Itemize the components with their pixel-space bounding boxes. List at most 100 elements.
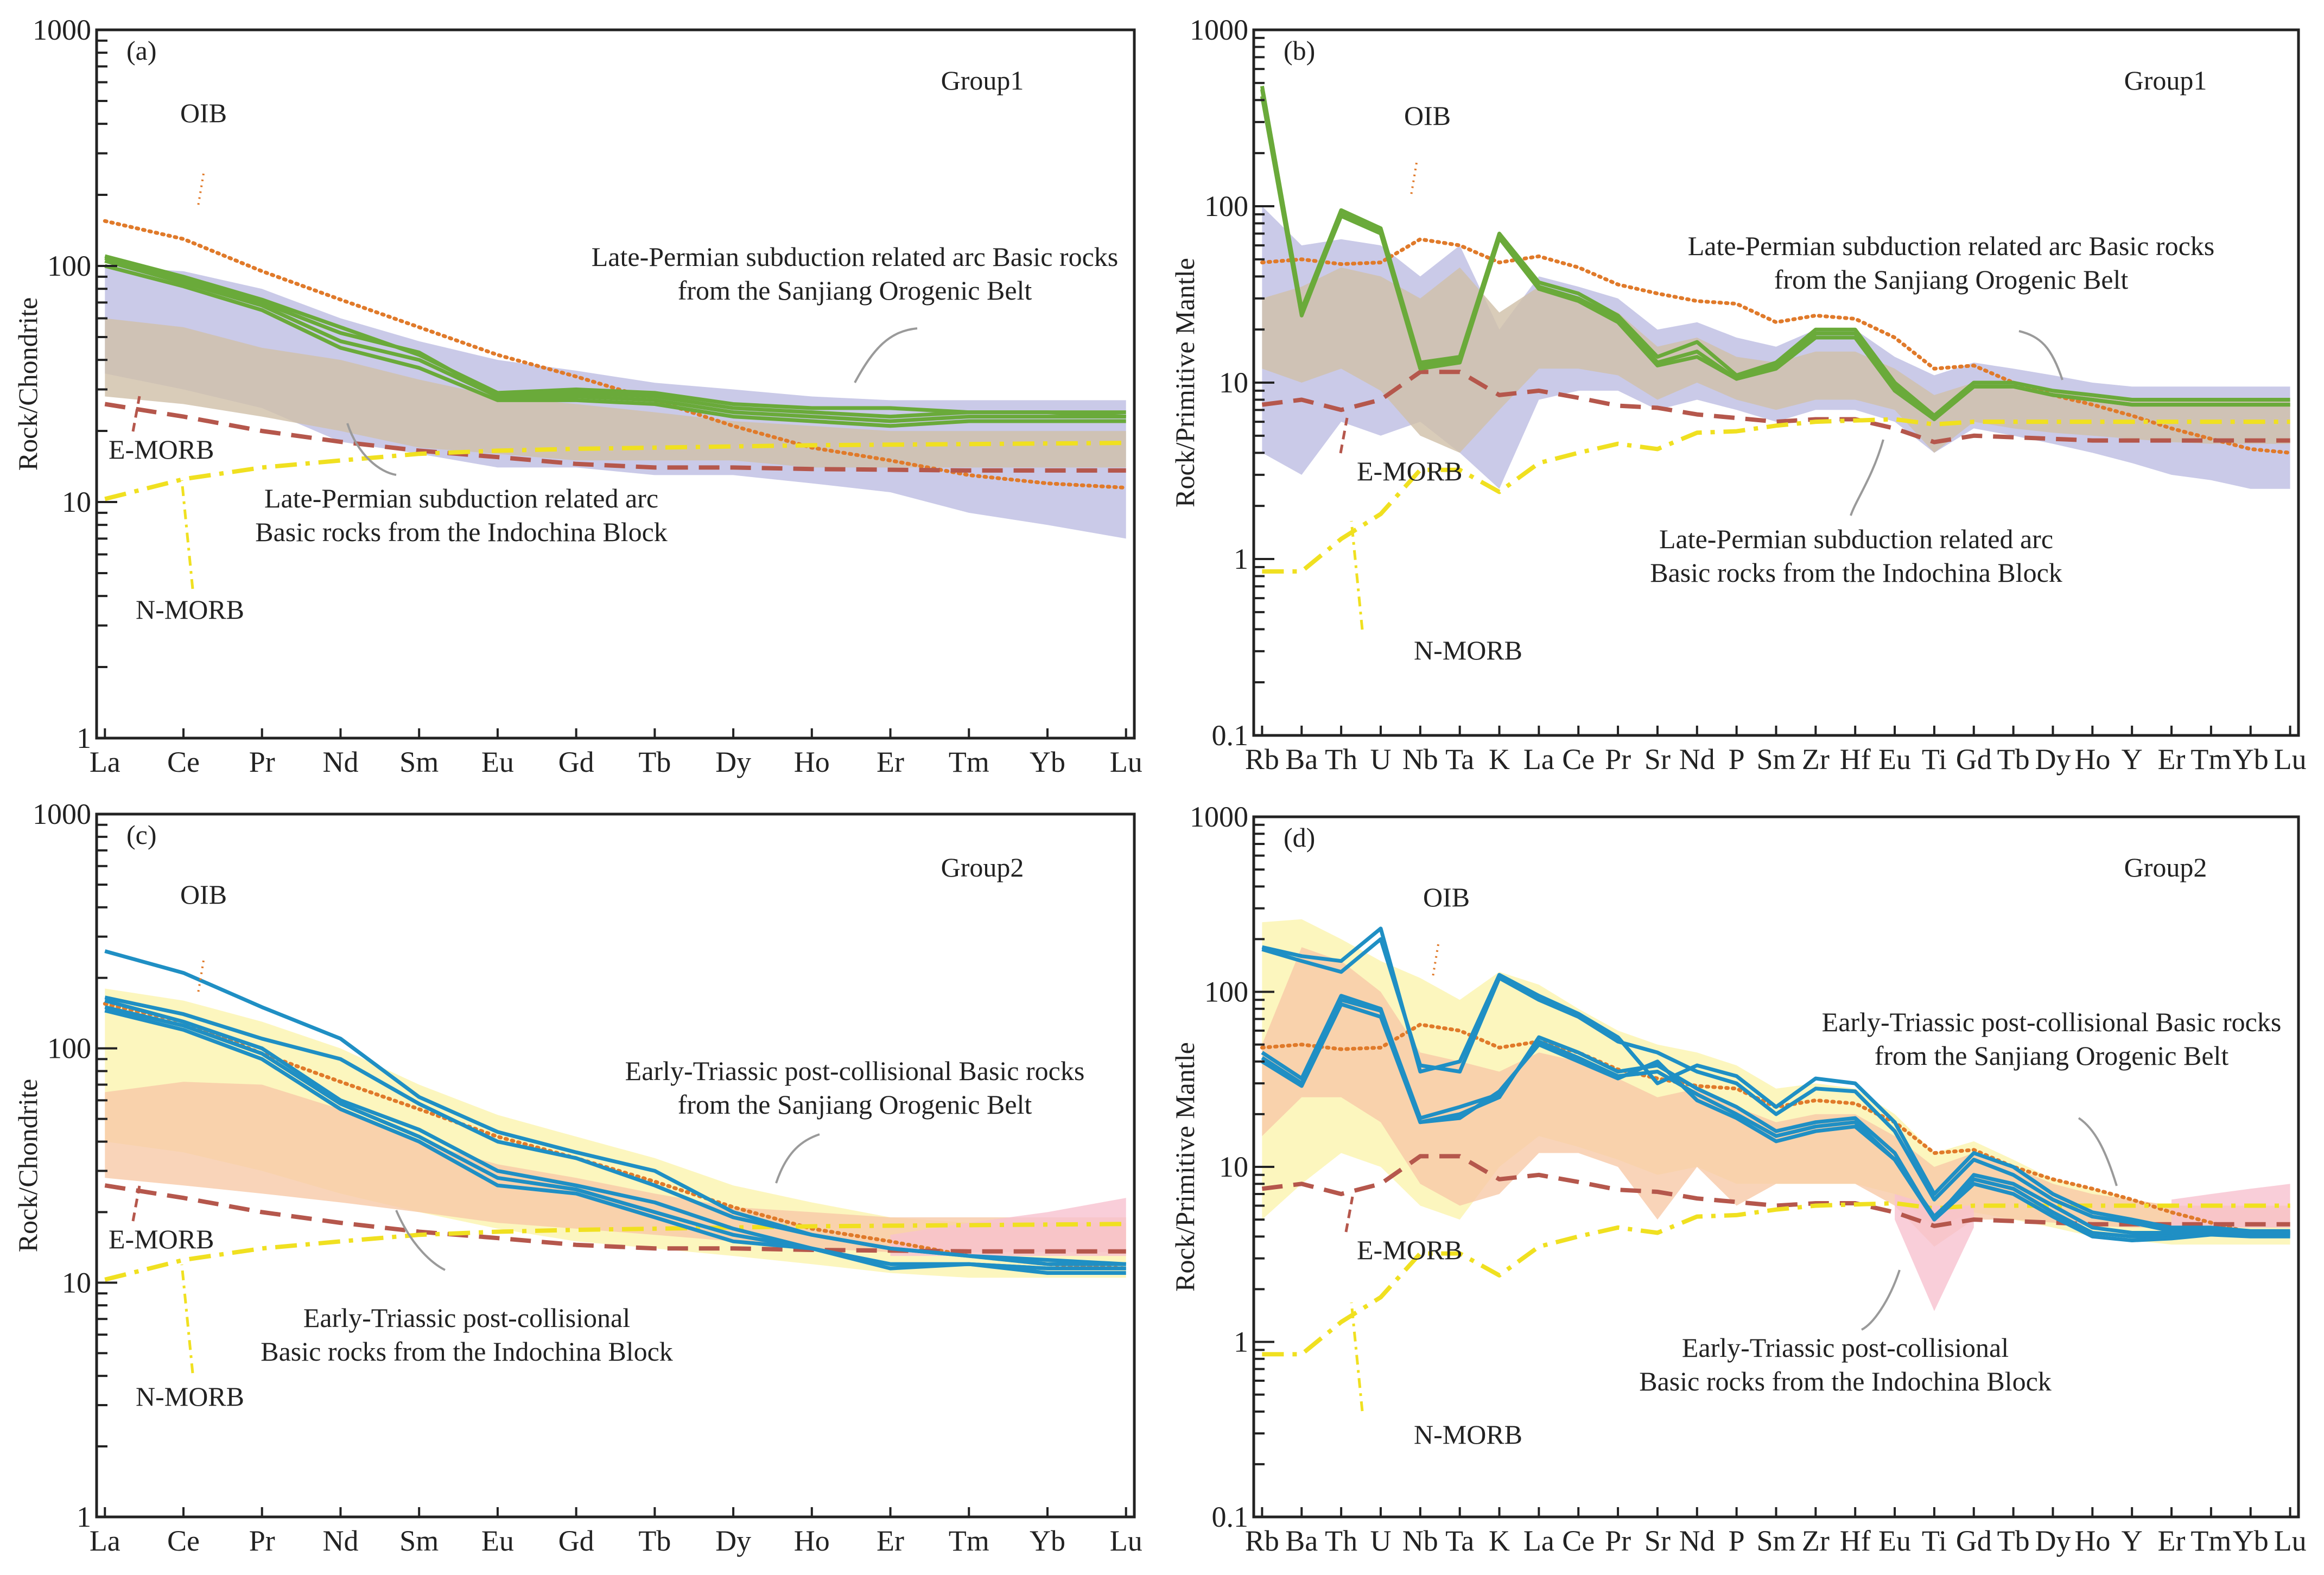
group-label: Group2 <box>941 852 1024 882</box>
x-tick-label-u: U <box>1370 743 1391 776</box>
emorb-label: E-MORB <box>109 434 214 465</box>
lower-field-leader <box>346 423 397 476</box>
series-n-morb <box>1262 417 2290 574</box>
upper-field-label-line: Early-Triassic post-collisional Basic ro… <box>625 1056 1085 1086</box>
x-tick-label-pr: Pr <box>249 1525 275 1557</box>
series-sample-4 <box>1261 998 2290 1239</box>
group-label: Group2 <box>2124 852 2207 882</box>
panel-letter: (b) <box>1284 35 1315 66</box>
y-tick-label: 1000 <box>33 14 91 46</box>
oib-leader <box>197 960 205 994</box>
x-tick-label-la: La <box>1523 1525 1554 1557</box>
x-tick-label-hf: Hf <box>1840 743 1871 776</box>
x-tick-label-yb: Yb <box>1030 746 1065 778</box>
field-1 <box>1262 947 2290 1247</box>
panel-letter: (c) <box>126 820 157 850</box>
y-tick-label: 1000 <box>33 798 91 830</box>
series-n-morb <box>1262 1201 2290 1357</box>
x-tick-label-hf: Hf <box>1840 1525 1871 1557</box>
chart-panel-c: 1 10 100 1000 La Ce Pr Nd Sm Eu Gd Tb Dy Ho Er Tm Yb Lu Ro… <box>12 798 1142 1557</box>
x-tick-label-ho: Ho <box>794 1525 830 1557</box>
lower-field-label-line: Early-Triassic post-collisional <box>303 1303 630 1333</box>
nmorb-label: N-MORB <box>136 594 244 625</box>
chart-panel-b: 0.1 1 10 100 1000 Rb Ba Th U Nb Ta K La Ce Pr Sr Nd P Sm Zr… <box>1170 14 2307 776</box>
group-label: Group1 <box>941 65 1024 96</box>
oib-label: OIB <box>180 879 227 910</box>
oib-label: OIB <box>1404 100 1451 131</box>
plot-frame <box>95 28 1136 740</box>
nmorb-label: N-MORB <box>1414 635 1522 665</box>
x-tick-label-ce: Ce <box>1562 1525 1595 1557</box>
field-1 <box>105 318 1126 468</box>
upper-field-label-line: Late-Permian subduction related arc Basi… <box>592 242 1118 272</box>
x-tick-label-k: K <box>1489 1525 1510 1557</box>
x-tick-label-nd: Nd <box>1679 1525 1715 1557</box>
x-tick-label-gd: Gd <box>558 746 594 778</box>
y-tick-label: 1000 <box>1190 801 1248 833</box>
x-tick-label-ce: Ce <box>167 746 200 778</box>
x-tick-label-sm: Sm <box>399 746 439 778</box>
x-tick-label-lu: Lu <box>1110 746 1142 778</box>
x-tick-label-ce: Ce <box>1562 743 1595 776</box>
series-e-morb <box>104 1183 1126 1254</box>
x-tick-label-y: Y <box>2122 743 2143 776</box>
field-2-1 <box>2171 1184 2290 1228</box>
lower-field-leader <box>1861 1269 1901 1331</box>
emorb-leader <box>131 396 141 432</box>
x-tick-label-nd: Nd <box>322 746 358 778</box>
chart-panel-d: 0.1 1 10 100 1000 Rb Ba Th U Nb Ta K La Ce Pr Sr Nd P Sm Zr… <box>1170 801 2307 1557</box>
upper-field-label-line: Early-Triassic post-collisional Basic ro… <box>1822 1007 2282 1037</box>
panel-letter: (d) <box>1284 822 1315 853</box>
lower-field-label-line: Basic rocks from the Indochina Block <box>1639 1366 2052 1396</box>
x-tick-label-gd: Gd <box>558 1525 594 1557</box>
lower-field-label-line: Late-Permian subduction related arc <box>1659 524 2053 554</box>
x-tick-label-yb: Yb <box>2233 1525 2269 1557</box>
oib-leader <box>197 173 205 207</box>
x-tick-label-nd: Nd <box>1679 743 1715 776</box>
x-tick-label-sm: Sm <box>1756 743 1795 776</box>
x-tick-label-ce: Ce <box>167 1525 200 1557</box>
x-tick-label-tm: Tm <box>2190 743 2231 776</box>
x-tick-label-eu: Eu <box>481 746 514 778</box>
x-tick-label-ho: Ho <box>2074 743 2110 776</box>
x-tick-label-er: Er <box>2158 743 2186 776</box>
x-tick-label-th: Th <box>1325 743 1357 776</box>
x-tick-label-pr: Pr <box>249 746 275 778</box>
nmorb-leader <box>1350 1302 1364 1412</box>
series-sample-2 <box>1261 937 2290 1235</box>
x-tick-label-sm: Sm <box>399 1525 439 1557</box>
upper-field-label-line: Late-Permian subduction related arc Basi… <box>1688 231 2214 261</box>
x-tick-label-tb: Tb <box>638 746 671 778</box>
y-tick-label: 10 <box>62 486 91 518</box>
series-sample-3 <box>1260 88 2290 421</box>
lower-field-label-line: Early-Triassic post-collisional <box>1682 1332 2009 1363</box>
x-tick-label-er: Er <box>877 746 904 778</box>
x-tick-label-er: Er <box>2158 1525 2186 1557</box>
upper-field-label-line: from the Sanjiang Orogenic Belt <box>1774 264 2129 295</box>
x-tick-label-tm: Tm <box>2190 1525 2231 1557</box>
y-tick-label: 1 <box>1234 543 1248 575</box>
y-tick-label: 10 <box>62 1266 91 1299</box>
emorb-leader <box>1339 417 1349 454</box>
upper-field-leader <box>854 327 918 383</box>
x-tick-label-p: P <box>1729 743 1745 776</box>
field-0 <box>105 988 1126 1278</box>
y-tick-label: 0.1 <box>1212 1501 1249 1533</box>
series-sample-4 <box>104 256 1126 419</box>
x-tick-label-sm: Sm <box>1756 1525 1795 1557</box>
x-tick-label-tb: Tb <box>638 1525 671 1557</box>
field-0 <box>1262 919 2290 1245</box>
upper-field-label-line: from the Sanjiang Orogenic Belt <box>678 1089 1032 1120</box>
x-tick-label-sr: Sr <box>1644 743 1671 776</box>
x-tick-label-ba: Ba <box>1285 743 1318 776</box>
x-tick-label-nd: Nd <box>322 1525 358 1557</box>
series-sample-2 <box>104 995 1126 1266</box>
x-tick-label-u: U <box>1370 1525 1391 1557</box>
nmorb-label: N-MORB <box>136 1381 244 1412</box>
x-tick-label-p: P <box>1729 1525 1745 1557</box>
x-tick-label-gd: Gd <box>1956 1525 1992 1557</box>
emorb-leader <box>131 1185 141 1222</box>
chart-panel-a: 1 10 100 1000 La Ce Pr Nd Sm Eu Gd Tb Dy Ho Er Tm Yb Lu Ro… <box>12 14 1142 778</box>
lower-field-label-line: Basic rocks from the Indochina Block <box>1650 557 2062 588</box>
